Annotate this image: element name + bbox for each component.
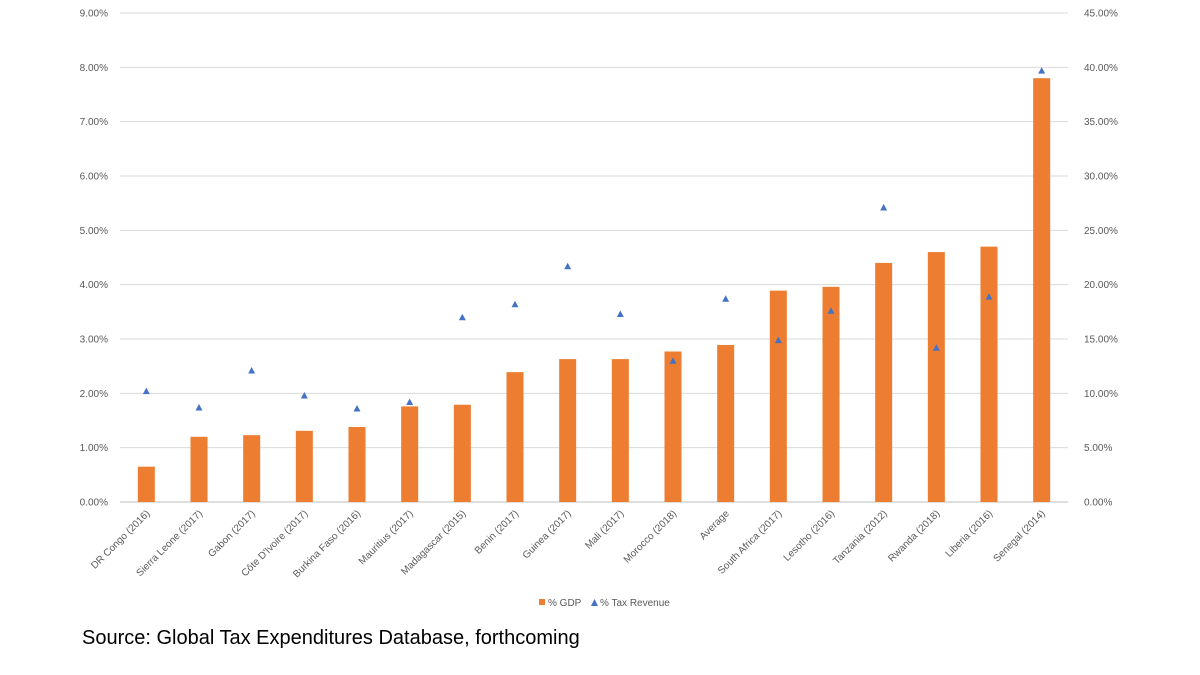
tax-revenue-marker [248,367,256,374]
legend-tax-revenue-label: % Tax Revenue [600,598,670,609]
category-label: Morocco (2018) [622,508,679,565]
tax-revenue-marker [458,313,466,321]
right-tick-label: 10.00% [1084,389,1118,400]
tax-revenue-marker [985,293,993,300]
category-label: Senegal (2014) [992,508,1048,564]
right-tick-label: 5.00% [1084,443,1112,454]
gdp-bar [348,427,366,502]
gdp-bar [559,359,577,502]
left-tick-label: 4.00% [80,280,108,291]
category-label: Mauritius (2017) [357,508,416,567]
left-tick-label: 2.00% [80,389,108,400]
left-tick-label: 1.00% [80,443,108,454]
gdp-bars [137,78,1051,502]
tax-expenditure-chart: 0.00% 1.00% 2.00% 3.00% 4.00% 5.00% 6.00% 7.00%… [80,9,1118,610]
right-tick-label: 45.00% [1084,9,1118,20]
category-label: Gabon (2017) [206,508,257,559]
left-tick-label: 9.00% [80,9,108,20]
left-tick-label: 0.00% [80,498,108,509]
left-tick-label: 8.00% [80,63,108,74]
tax-revenue-marker [142,387,150,395]
gdp-bar [190,436,208,502]
gdp-bar [295,430,313,502]
left-tick-label: 7.00% [80,117,108,128]
tax-revenue-marker [511,300,519,308]
tax-revenue-marker [932,344,940,351]
left-tick-label: 3.00% [80,335,108,346]
category-label: Tanzania (2012) [831,508,889,566]
gdp-bar [453,404,471,502]
tax-revenue-marker [774,336,782,344]
tax-revenue-markers [142,67,1046,412]
tax-revenue-marker [564,262,572,270]
gdp-bar [401,406,419,502]
legend: % GDP % Tax Revenue [539,598,670,609]
left-tick-label: 5.00% [80,226,108,237]
tax-revenue-marker [353,405,361,412]
gridlines [120,12,1068,503]
gdp-bar [664,351,682,502]
category-label: Liberia (2016) [944,508,995,559]
tax-revenue-marker [722,295,730,302]
category-label: Guinea (2017) [521,508,574,561]
legend-gdp-swatch [539,599,545,605]
legend-tax-revenue-swatch [591,599,598,606]
category-label: Mali (2017) [583,508,626,551]
tax-revenue-marker [827,307,835,314]
category-label: Benin (2017) [473,508,521,556]
right-tick-label: 40.00% [1084,63,1118,74]
tax-revenue-marker [616,310,624,318]
gdp-bar [243,435,261,502]
gdp-bar [822,286,840,502]
gdp-bar [137,466,155,502]
category-labels: DR Congo (2016)Sierra Leone (2017) Gabon … [89,508,1048,580]
right-axis-ticks: 0.00% 5.00% 10.00% 15.00% 20.00% 25.00% 30.00%… [1084,9,1118,509]
left-axis-ticks: 0.00% 1.00% 2.00% 3.00% 4.00% 5.00% 6.00% 7.00%… [80,9,108,509]
right-tick-label: 20.00% [1084,280,1118,291]
tax-revenue-marker [300,392,308,399]
gdp-bar [611,359,629,502]
tax-revenue-marker [406,398,414,406]
category-label: Rwanda (2018) [886,508,942,564]
gdp-bar [769,290,787,502]
right-tick-label: 0.00% [1084,498,1112,509]
source-caption: Source: Global Tax Expenditures Database… [82,627,580,649]
gdp-bar [506,372,524,502]
tax-revenue-marker [669,357,677,364]
category-label: Average [698,508,732,542]
gdp-bar [717,344,735,502]
tax-revenue-marker [1038,67,1046,74]
tax-revenue-marker [880,204,888,211]
tax-revenue-marker [195,403,203,411]
gdp-bar [927,252,945,502]
right-tick-label: 25.00% [1084,226,1118,237]
right-tick-label: 30.00% [1084,172,1118,183]
right-tick-label: 35.00% [1084,117,1118,128]
category-label: Lesotho (2016) [782,508,837,563]
gdp-bar [1033,78,1051,502]
gdp-bar [980,246,998,502]
gdp-bar [875,262,893,502]
legend-gdp-label: % GDP [548,598,582,609]
left-tick-label: 6.00% [80,172,108,183]
right-tick-label: 15.00% [1084,335,1118,346]
